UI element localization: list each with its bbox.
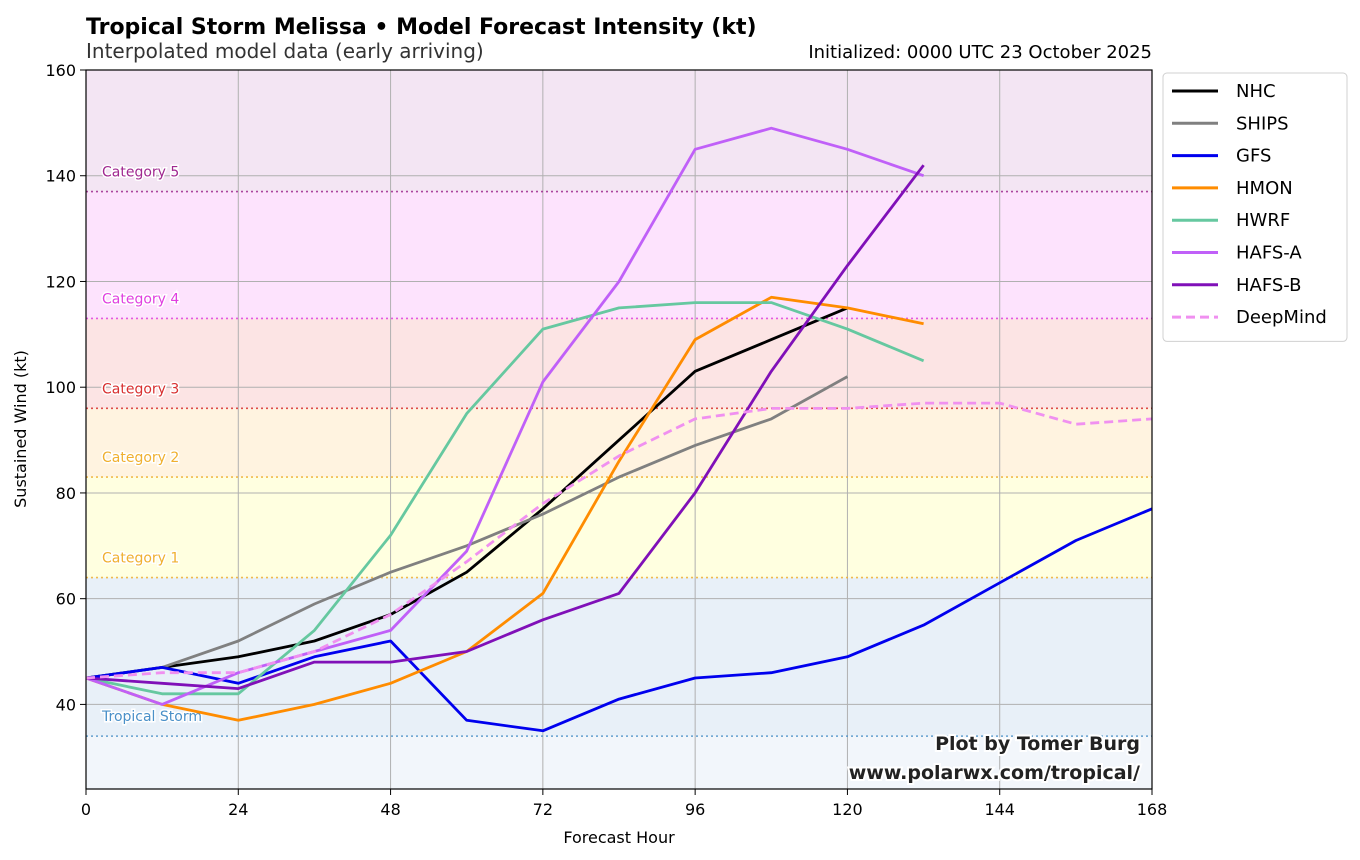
- x-tick-label-96: 96: [685, 800, 705, 819]
- y-tick-label-160: 160: [45, 61, 76, 80]
- category-label-tropical-storm: Tropical Storm: [101, 709, 202, 725]
- x-tick-label-24: 24: [228, 800, 248, 819]
- category-label-category-1: Category 1: [102, 551, 179, 567]
- plot-frame: [85, 69, 1153, 790]
- y-tick-label-80: 80: [56, 484, 76, 503]
- category-labels: Tropical Storm Category 1 Category 2 Catego…: [100, 163, 204, 727]
- series-line-hafs-a: [85, 126, 925, 706]
- legend-label-nhc: NHC: [1236, 81, 1276, 102]
- y-tick-label-140: 140: [45, 167, 76, 186]
- legend-label-gfs: GFS: [1236, 146, 1271, 167]
- x-tick-label-144: 144: [984, 800, 1015, 819]
- x-tick-label-120: 120: [832, 800, 863, 819]
- y-axis-ticks: 40 60 80 100 120 140 160: [45, 61, 86, 714]
- credit-line-1: Plot by Tomer Burg: [935, 733, 1140, 755]
- x-axis-label: Forecast Hour: [563, 828, 675, 847]
- category-label-category-2: Category 2: [102, 450, 179, 466]
- intensity-bands: [86, 70, 1152, 789]
- legend-label-hafs-b: HAFS-B: [1236, 275, 1302, 296]
- band-below-tropical-storm: [86, 736, 1152, 789]
- legend: NHC SHIPS GFS HMON HWRF HAFS-A HAFS-B DeepMind: [1162, 72, 1348, 342]
- legend-box: [1162, 72, 1348, 342]
- credit-line-2: www.polarwx.com/tropical/: [849, 762, 1140, 784]
- y-tick-label-40: 40: [56, 695, 76, 714]
- legend-label-hmon: HMON: [1236, 178, 1293, 199]
- model-series: [85, 126, 1153, 733]
- band-category-3: [86, 318, 1152, 409]
- y-tick-label-120: 120: [45, 272, 76, 291]
- chart-subtitle: Interpolated model data (early arriving): [86, 39, 484, 63]
- band-category-4: [86, 191, 1152, 319]
- series-line-deepmind: [85, 401, 1153, 680]
- x-tick-label-0: 0: [81, 800, 91, 819]
- band-category-5: [86, 70, 1152, 192]
- y-tick-label-60: 60: [56, 590, 76, 609]
- series-line-ships: [85, 375, 849, 680]
- category-label-category-4: Category 4: [102, 291, 179, 307]
- band-category-1: [86, 477, 1152, 578]
- x-axis-ticks: 0 24 48 72 96 120 144 168: [81, 789, 1167, 819]
- initialized-label: Initialized: 0000 UTC 23 October 2025: [808, 42, 1152, 63]
- y-axis-label: Sustained Wind (kt): [11, 350, 30, 508]
- x-tick-label-48: 48: [380, 800, 400, 819]
- legend-label-hafs-a: HAFS-A: [1236, 243, 1302, 264]
- series-line-hmon: [85, 295, 924, 722]
- series-line-nhc: [85, 306, 848, 680]
- band-category-2: [86, 408, 1152, 478]
- series-line-hafs-b: [85, 164, 925, 690]
- legend-label-deepmind: DeepMind: [1236, 307, 1327, 328]
- y-tick-label-100: 100: [45, 378, 76, 397]
- series-line-hwrf: [85, 301, 925, 696]
- category-label-category-3: Category 3: [102, 381, 179, 397]
- legend-label-ships: SHIPS: [1236, 113, 1289, 134]
- x-tick-label-168: 168: [1137, 800, 1168, 819]
- band-tropical-storm: [86, 577, 1152, 737]
- x-tick-label-72: 72: [533, 800, 553, 819]
- category-label-category-5: Category 5: [102, 165, 179, 181]
- chart-title: Tropical Storm Melissa • Model Forecast …: [86, 15, 757, 40]
- legend-label-hwrf: HWRF: [1236, 210, 1290, 231]
